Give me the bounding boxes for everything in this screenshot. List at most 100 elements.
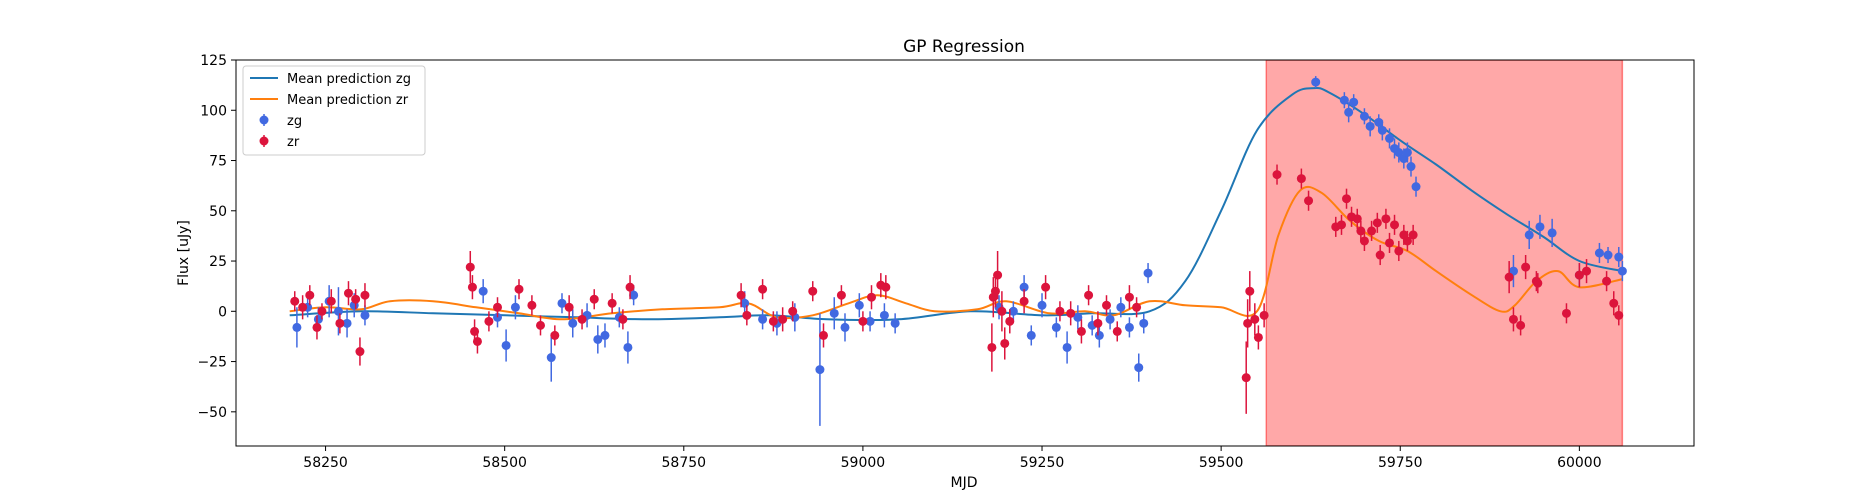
zg-point (1339, 95, 1349, 105)
zg-point (865, 316, 875, 326)
zr-point (1352, 214, 1362, 224)
zg-point (1614, 252, 1624, 262)
zg-point (568, 318, 578, 328)
zg-point (501, 340, 511, 350)
legend-label: zr (287, 135, 300, 150)
zg-point (1374, 117, 1384, 127)
zg-point (546, 353, 556, 363)
zg-point (510, 302, 520, 312)
zr-point (343, 288, 353, 298)
zg-point (557, 298, 567, 308)
zg-point (1377, 125, 1387, 135)
zr-point (1055, 306, 1065, 316)
zr-point (589, 294, 599, 304)
x-tick-label: 59250 (1020, 455, 1065, 471)
zr-point (808, 286, 818, 296)
y-tick-label: 125 (200, 53, 227, 69)
x-tick-label: 59000 (841, 455, 886, 471)
zr-point (881, 282, 891, 292)
chart-title: GP Regression (903, 37, 1025, 57)
zr-point (484, 316, 494, 326)
zr-point (1375, 250, 1385, 260)
zr-point (1504, 272, 1514, 282)
zg-point (1394, 147, 1404, 157)
zr-point (1093, 318, 1103, 328)
zr-point (467, 282, 477, 292)
zr-point (1508, 314, 1518, 324)
zr-point (1561, 308, 1571, 318)
zr-point (1112, 326, 1122, 336)
zg-point (629, 290, 639, 300)
zr-point (1041, 282, 1051, 292)
zr-point (535, 320, 545, 330)
zg-point (854, 300, 864, 310)
zr-point (493, 302, 503, 312)
legend-box (242, 65, 426, 156)
x-tick-label: 58500 (482, 455, 527, 471)
zg-point (1547, 228, 1557, 238)
x-tick-label: 58250 (303, 455, 348, 471)
zg-point (1617, 266, 1627, 276)
zg-point (1073, 312, 1083, 322)
zg-point (1134, 363, 1144, 373)
zr-point (768, 316, 778, 326)
zg-point (1349, 97, 1359, 107)
zr-point (758, 284, 768, 294)
y-tick-label: 75 (209, 154, 227, 170)
zr-point (1132, 302, 1142, 312)
zg-point (1594, 248, 1604, 258)
zg-point (593, 334, 603, 344)
zr-point (305, 290, 315, 300)
highlight-region (1265, 60, 1624, 446)
zr-point (472, 336, 482, 346)
zg-point (1139, 318, 1149, 328)
zr-point (1356, 226, 1366, 236)
legend-label: Mean prediction zg (287, 72, 411, 87)
y-tick-label: 0 (218, 304, 227, 320)
shaded-region (1265, 60, 1624, 446)
zg-point (623, 342, 633, 352)
zr-point (1521, 262, 1531, 272)
y-tick-label: −50 (197, 405, 227, 421)
zr-point (1066, 308, 1076, 318)
zg-point (1402, 147, 1412, 157)
zr-point (736, 290, 746, 300)
y-tick-label: 50 (209, 204, 227, 220)
zr-point (317, 306, 327, 316)
zr-point (997, 306, 1007, 316)
zr-point (1253, 332, 1263, 342)
y-axis: −50 −25 0 25 50 75 100 125 (197, 53, 236, 421)
zg-point (313, 314, 323, 324)
zr-point (1602, 276, 1612, 286)
zr-point (867, 292, 877, 302)
zr-point (1259, 310, 1269, 320)
zg-point (1406, 162, 1416, 172)
zr-point (1342, 194, 1352, 204)
x-tick-label: 59750 (1378, 455, 1423, 471)
zr-point (778, 314, 788, 324)
zr-point (1076, 326, 1086, 336)
y-axis-label: Flux [uJy] (176, 220, 192, 286)
zr-point (1005, 316, 1015, 326)
zr-point (290, 296, 300, 306)
zg-point (1603, 250, 1613, 260)
zg-point (1116, 302, 1126, 312)
zr-point (564, 302, 574, 312)
legend-label: zg (287, 114, 302, 129)
zg-point (1344, 107, 1354, 117)
zr-point (742, 310, 752, 320)
zg-point (879, 310, 889, 320)
zr-point (298, 302, 308, 312)
y-tick-label: 100 (200, 103, 227, 119)
zg-point (333, 306, 343, 316)
zr-point (1533, 278, 1543, 288)
zr-point (836, 290, 846, 300)
zr-point (1272, 170, 1282, 180)
observation-points (290, 76, 1627, 426)
zr-point (351, 294, 361, 304)
zr-point (1402, 236, 1412, 246)
prediction-lines (289, 86, 1623, 322)
zr-point (1385, 238, 1395, 248)
zr-point (1367, 226, 1377, 236)
zg-point (1019, 282, 1029, 292)
